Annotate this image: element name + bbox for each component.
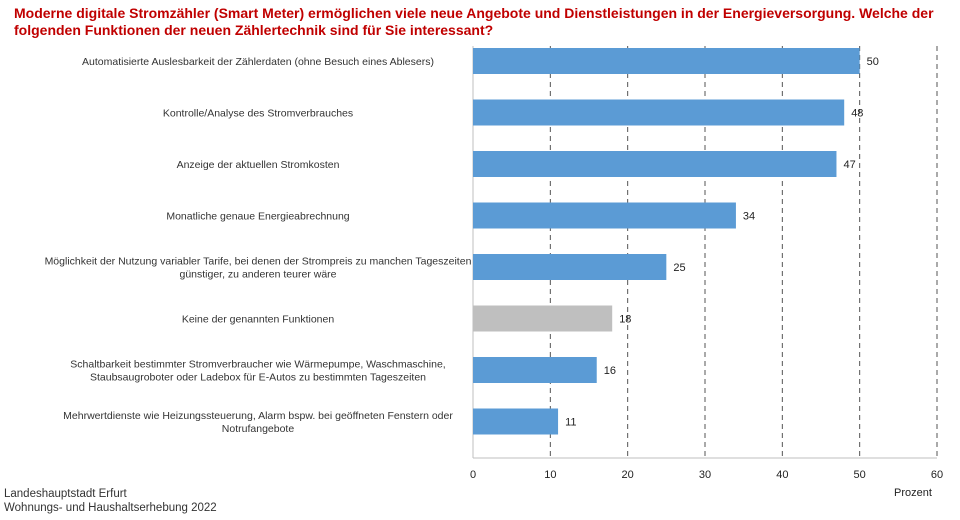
bar-value-label: 48 <box>851 108 863 120</box>
bar <box>473 99 845 126</box>
bar-value-label: 18 <box>619 314 631 326</box>
category-label: Möglichkeit der Nutzung variabler Tarife… <box>45 256 472 281</box>
category-label: Monatliche genaue Energieabrechnung <box>166 211 349 223</box>
x-tick-label: 0 <box>470 469 476 481</box>
bar <box>473 151 837 177</box>
bar <box>473 357 597 383</box>
bar-value-label: 25 <box>673 262 685 274</box>
bar <box>473 305 613 332</box>
category-label: Mehrwertdienste wie Heizungssteuerung, A… <box>63 410 453 435</box>
footer-survey: Wohnungs- und Haushaltserhebung 2022 <box>4 502 217 514</box>
bars <box>473 48 860 435</box>
x-tick-label: 30 <box>699 469 711 481</box>
x-tick-label: 60 <box>931 469 943 481</box>
category-label: Anzeige der aktuellen Stromkosten <box>177 159 340 171</box>
bar-value-label: 34 <box>743 211 755 223</box>
value-labels: 50 48 47 34 25 18 16 11 <box>565 56 879 429</box>
x-axis-ticks: 0 10 20 30 40 50 60 <box>470 469 943 481</box>
bar <box>473 48 860 74</box>
chart-title: Moderne digitale Stromzähler (Smart Mete… <box>14 5 934 38</box>
bar <box>473 254 667 280</box>
x-tick-label: 10 <box>544 469 556 481</box>
bar-value-label: 47 <box>843 159 855 171</box>
bar <box>473 408 559 435</box>
category-label: Automatisierte Auslesbarkeit der Zählerd… <box>82 56 434 68</box>
category-label: Kontrolle/Analyse des Stromverbrauches <box>163 108 353 120</box>
category-labels: Automatisierte Auslesbarkeit der Zählerd… <box>45 56 472 435</box>
x-tick-label: 20 <box>622 469 634 481</box>
bar-value-label: 16 <box>604 365 616 377</box>
bar-value-label: 11 <box>565 417 576 429</box>
x-tick-label: 50 <box>854 469 866 481</box>
category-label: Keine der genannten Funktionen <box>182 314 335 326</box>
x-tick-label: 40 <box>776 469 788 481</box>
footer-source: Landeshauptstadt Erfurt <box>4 488 127 500</box>
x-axis-title: Prozent <box>894 487 932 499</box>
bar-value-label: 50 <box>867 56 879 68</box>
bar <box>473 202 736 229</box>
category-label: Schaltbarkeit bestimmter Stromverbrauche… <box>70 359 445 384</box>
